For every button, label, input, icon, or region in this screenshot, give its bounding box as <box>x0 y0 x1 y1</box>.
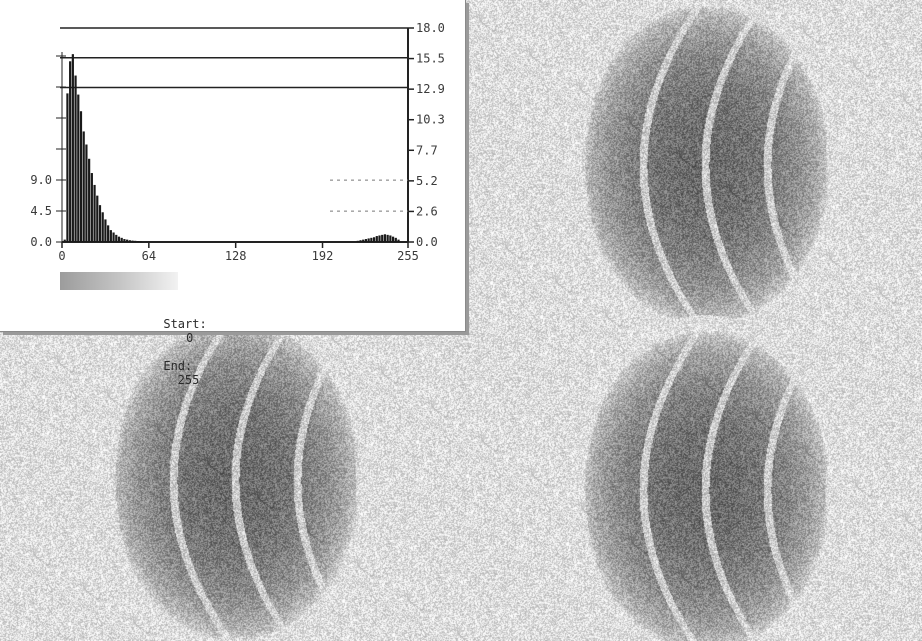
histogram-bar-37 <box>378 235 381 242</box>
histogram-bar-11 <box>93 184 96 242</box>
right-tick-label-7: 18.0 <box>416 21 445 35</box>
histogram-bar-3 <box>71 54 74 243</box>
right-tick-label-0: 0.0 <box>416 235 438 249</box>
x-tick-label-3: 192 <box>312 249 334 263</box>
x-tick-label-1: 64 <box>142 249 156 263</box>
right-tick-label-6: 15.5 <box>416 52 445 66</box>
histogram-chart: 0.0 2.6 5.2 7.7 10.3 12.9 15.5 18.0 0.0 4.5 9.0 0 64… <box>30 21 445 290</box>
histogram-bar-27 <box>136 241 140 242</box>
histogram-bar-35 <box>372 237 376 242</box>
right-tick-label-4: 10.3 <box>416 113 445 127</box>
gradient-fill <box>60 272 178 290</box>
left-tick-label-2: 9.0 <box>30 173 52 187</box>
histogram-bar-10 <box>90 173 93 242</box>
histogram-range-readout: Start: 0 End: 255 <box>120 303 207 401</box>
x-tick-label-4: 255 <box>397 249 419 263</box>
right-tick-label-1: 2.6 <box>416 204 438 218</box>
histogram-bar-44 <box>397 239 400 242</box>
histogram-bar-2 <box>69 61 72 243</box>
histogram-bar-6 <box>79 111 83 242</box>
histogram-bar-20 <box>117 236 121 242</box>
end-label: End: <box>163 359 193 373</box>
histogram-bar-7 <box>82 131 85 242</box>
histogram-bar-32 <box>364 239 368 242</box>
end-value[interactable]: 255 <box>177 373 200 387</box>
histogram-bar-36 <box>375 236 378 242</box>
grayscale-gradient-bar <box>60 272 178 290</box>
histogram-bar-28 <box>139 241 142 243</box>
histogram-window[interactable]: 0.0 2.6 5.2 7.7 10.3 12.9 15.5 18.0 0.0 4.5 9.0 0 64… <box>0 0 466 387</box>
histogram-bar-17 <box>109 230 112 242</box>
histogram-bar-41 <box>389 235 392 242</box>
histogram-bar-39 <box>383 234 387 242</box>
histogram-bar-38 <box>381 234 384 242</box>
start-label: Start: <box>163 317 207 331</box>
histogram-bar-15 <box>104 219 107 242</box>
histogram-bar-23 <box>126 239 129 242</box>
x-tick-label-0: 0 <box>58 249 65 263</box>
x-tick-label-2: 128 <box>225 249 247 263</box>
histogram-bar-19 <box>115 234 118 242</box>
histogram-bar-4 <box>74 75 77 242</box>
left-tick-label-0: 0.0 <box>30 235 52 249</box>
start-value[interactable]: 0 <box>186 331 194 345</box>
right-tick-label-5: 12.9 <box>416 82 445 96</box>
histogram-bar-33 <box>367 238 370 242</box>
left-tick-label-1: 4.5 <box>30 204 52 218</box>
histogram-bar-1 <box>66 93 69 242</box>
right-tick-label-2: 5.2 <box>416 174 438 188</box>
histogram-bar-26 <box>134 240 137 242</box>
histogram-bar-34 <box>370 237 373 242</box>
histogram-bar-0 <box>63 239 66 242</box>
histogram-bar-14 <box>101 212 104 242</box>
histogram-bar-31 <box>362 239 365 242</box>
histogram-bar-22 <box>123 239 126 242</box>
histogram-bar-30 <box>359 240 362 242</box>
histogram-bar-43 <box>394 237 397 242</box>
right-tick-label-3: 7.7 <box>416 143 438 157</box>
histogram-bar-8 <box>85 144 88 242</box>
histogram-bar-5 <box>77 94 80 242</box>
histogram-bar-42 <box>391 236 395 242</box>
histogram-bar-13 <box>98 205 102 242</box>
histogram-bar-40 <box>386 234 389 242</box>
histogram-bar-18 <box>112 232 115 242</box>
histogram-bar-24 <box>128 240 131 242</box>
histogram-bar-16 <box>107 225 110 242</box>
histogram-bar-12 <box>96 195 99 242</box>
histogram-bar-9 <box>88 158 91 242</box>
histogram-bar-21 <box>120 237 123 242</box>
histogram-bar-29 <box>356 240 359 242</box>
histogram-bar-25 <box>131 240 134 242</box>
